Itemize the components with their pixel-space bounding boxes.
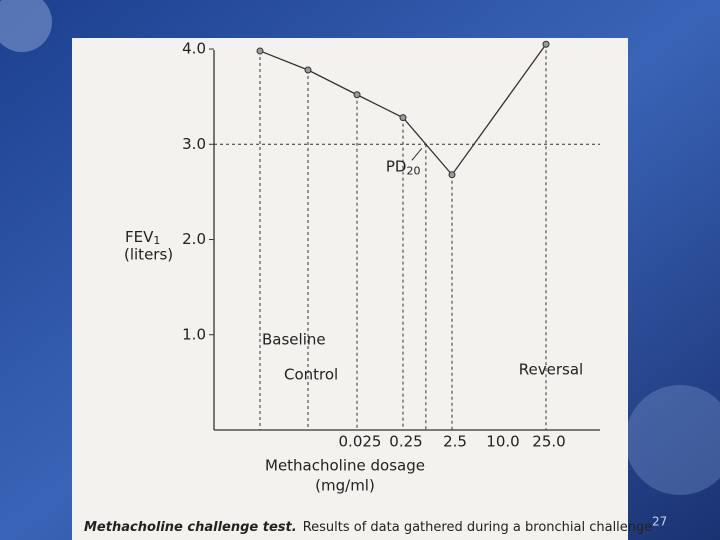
chart-photo (72, 38, 628, 540)
y-label-main: FEV (125, 228, 154, 246)
clock-decoration (625, 385, 720, 495)
pd-annotation: PD20 (386, 157, 421, 178)
caption-text: Results of data gathered during a bronch… (303, 520, 653, 535)
x-axis-unit: (mg/ml) (315, 477, 375, 495)
x-tick-label: 2.5 (443, 433, 467, 451)
clock-decoration (0, 0, 52, 52)
x-tick-label: 10.0 (486, 433, 519, 451)
x-tick-label: 25.0 (532, 433, 565, 451)
data-point (256, 47, 264, 55)
data-point (448, 171, 456, 179)
data-point (542, 40, 550, 48)
x-axis-label: Methacholine dosage (265, 457, 425, 475)
y-tick-label: 1.0 (182, 325, 206, 343)
y-axis-label: FEV1 (125, 228, 160, 248)
pd-sub: 20 (406, 164, 420, 177)
y-tick-label: 2.0 (182, 230, 206, 248)
x-tick-label: 0.25 (389, 433, 422, 451)
plot: 1.0 2.0 3.0 4.0 0.025 0.25 2.5 10.0 25.0 PD20 Base… (182, 40, 600, 451)
caption-bold: Methacholine challenge test. (84, 520, 297, 535)
y-tick-label: 4.0 (182, 40, 206, 58)
data-line (259, 43, 547, 176)
data-point (399, 114, 407, 122)
y-axis-unit: (liters) (124, 246, 173, 264)
y-label-sub: 1 (153, 234, 160, 247)
data-point (353, 91, 361, 99)
reversal-label: Reversal (519, 361, 583, 379)
control-label: Control (284, 366, 338, 384)
data-point (304, 66, 312, 74)
caption: Methacholine challenge test. Results of d… (84, 520, 652, 535)
pd-pointer (411, 147, 423, 161)
y-tick-label: 3.0 (182, 135, 206, 153)
slide-number: 27 (652, 515, 667, 529)
x-tick-label: 0.025 (339, 433, 382, 451)
pd-label: PD (386, 157, 407, 175)
baseline-label: Baseline (262, 331, 326, 349)
